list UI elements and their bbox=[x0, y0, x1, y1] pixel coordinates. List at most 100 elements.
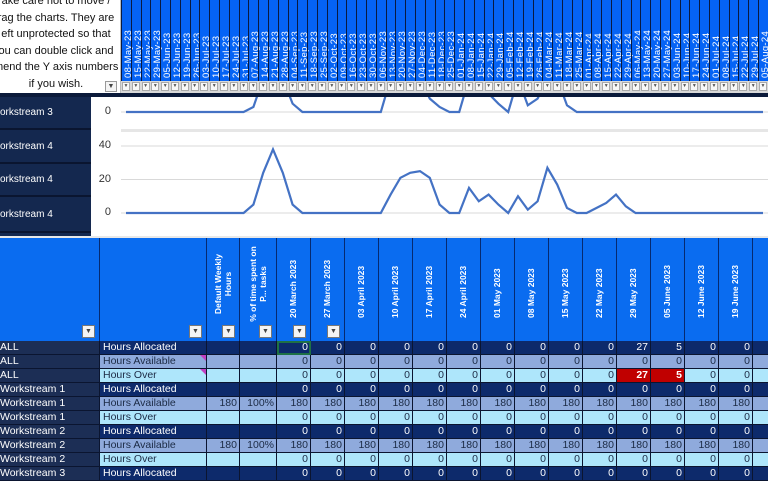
filter-dropdown-icon[interactable]: ▼ bbox=[259, 82, 267, 91]
cell-week-value[interactable]: 0 bbox=[447, 383, 481, 397]
cell-default-hours[interactable] bbox=[207, 341, 240, 355]
cell-percent-time[interactable] bbox=[240, 425, 277, 439]
cell-week-value[interactable] bbox=[753, 355, 768, 369]
cell-week-value[interactable] bbox=[753, 411, 768, 425]
cell-week-value[interactable]: 0 bbox=[685, 369, 719, 383]
filter-dropdown-icon[interactable]: ▼ bbox=[222, 325, 235, 338]
cell-week-value[interactable] bbox=[753, 369, 768, 383]
cell-week-value[interactable]: 0 bbox=[311, 341, 345, 355]
cell-metric[interactable]: Hours Allocated bbox=[100, 341, 207, 355]
filter-dropdown-icon[interactable]: ▼ bbox=[739, 82, 747, 91]
cell-week-value[interactable]: 0 bbox=[719, 453, 753, 467]
cell-week-value[interactable]: 0 bbox=[617, 453, 651, 467]
filter-dropdown-icon[interactable]: ▼ bbox=[455, 82, 463, 91]
cell-week-value[interactable]: 0 bbox=[311, 355, 345, 369]
filter-dropdown-icon[interactable]: ▼ bbox=[298, 82, 306, 91]
cell-week-value[interactable]: 0 bbox=[379, 425, 413, 439]
filter-dropdown-icon[interactable]: ▼ bbox=[690, 82, 698, 91]
filter-dropdown-icon[interactable]: ▼ bbox=[327, 325, 340, 338]
cell-metric[interactable]: Hours Over bbox=[100, 411, 207, 425]
filter-dropdown-icon[interactable]: ▼ bbox=[347, 82, 355, 91]
filter-dropdown-icon[interactable]: ▼ bbox=[308, 82, 316, 91]
filter-dropdown-icon[interactable]: ▼ bbox=[289, 82, 297, 91]
filter-dropdown-icon[interactable]: ▼ bbox=[494, 82, 502, 91]
cell-week-value[interactable]: 0 bbox=[345, 383, 379, 397]
cell-week-value[interactable]: 0 bbox=[549, 411, 583, 425]
cell-metric[interactable]: Hours Available bbox=[100, 439, 207, 453]
cell-week-value[interactable]: 0 bbox=[515, 355, 549, 369]
cell-week-value[interactable]: 180 bbox=[379, 439, 413, 453]
cell-default-hours[interactable] bbox=[207, 425, 240, 439]
filter-dropdown-icon[interactable]: ▼ bbox=[377, 82, 385, 91]
cell-week-value[interactable]: 0 bbox=[481, 411, 515, 425]
cell-percent-time[interactable] bbox=[240, 355, 277, 369]
cell-week-value[interactable]: 0 bbox=[277, 355, 311, 369]
filter-dropdown-icon[interactable]: ▼ bbox=[465, 82, 473, 91]
cell-week-value[interactable]: 0 bbox=[651, 453, 685, 467]
cell-week-value[interactable]: 180 bbox=[447, 439, 481, 453]
cell-week-value[interactable]: 0 bbox=[345, 453, 379, 467]
cell-week-value[interactable]: 0 bbox=[549, 369, 583, 383]
cell-week-value[interactable]: 180 bbox=[515, 439, 549, 453]
cell-week-value[interactable]: 0 bbox=[719, 369, 753, 383]
filter-dropdown-icon[interactable]: ▼ bbox=[240, 82, 248, 91]
cell-workstream[interactable]: Workstream 2 bbox=[0, 439, 100, 453]
cell-week-value[interactable]: 180 bbox=[413, 397, 447, 411]
filter-dropdown-icon[interactable]: ▼ bbox=[661, 82, 669, 91]
cell-workstream[interactable]: ALL bbox=[0, 341, 100, 355]
cell-week-value[interactable]: 180 bbox=[685, 439, 719, 453]
filter-dropdown-icon[interactable]: ▼ bbox=[592, 82, 600, 91]
filter-dropdown-icon[interactable]: ▼ bbox=[553, 82, 561, 91]
cell-percent-time[interactable]: 100% bbox=[240, 439, 277, 453]
filter-dropdown-icon[interactable]: ▼ bbox=[387, 82, 395, 91]
cell-week-value[interactable]: 0 bbox=[617, 467, 651, 481]
cell-metric[interactable]: Hours Allocated bbox=[100, 383, 207, 397]
cell-week-value[interactable]: 0 bbox=[515, 369, 549, 383]
cell-week-value[interactable]: 0 bbox=[277, 341, 311, 355]
cell-week-value[interactable]: 0 bbox=[685, 425, 719, 439]
cell-week-value[interactable]: 180 bbox=[617, 397, 651, 411]
filter-dropdown-icon[interactable]: ▼ bbox=[436, 82, 444, 91]
cell-percent-time[interactable] bbox=[240, 383, 277, 397]
cell-week-value[interactable]: 0 bbox=[583, 355, 617, 369]
cell-week-value[interactable]: 0 bbox=[583, 383, 617, 397]
cell-week-value[interactable]: 0 bbox=[515, 453, 549, 467]
cell-week-value[interactable]: 0 bbox=[345, 355, 379, 369]
filter-dropdown-icon[interactable]: ▼ bbox=[475, 82, 483, 91]
cell-week-value[interactable]: 0 bbox=[549, 467, 583, 481]
cell-metric[interactable]: Hours Allocated bbox=[100, 467, 207, 481]
cell-workstream[interactable]: Workstream 1 bbox=[0, 397, 100, 411]
filter-dropdown-icon[interactable]: ▼ bbox=[681, 82, 689, 91]
cell-week-value[interactable]: 180 bbox=[651, 439, 685, 453]
cell-week-value[interactable]: 0 bbox=[583, 411, 617, 425]
cell-week-value[interactable]: 0 bbox=[481, 341, 515, 355]
cell-week-value[interactable]: 0 bbox=[447, 411, 481, 425]
cell-week-value[interactable]: 0 bbox=[447, 369, 481, 383]
cell-default-hours[interactable] bbox=[207, 355, 240, 369]
cell-default-hours[interactable]: 180 bbox=[207, 439, 240, 453]
cell-metric[interactable]: Hours Allocated bbox=[100, 425, 207, 439]
cell-week-value[interactable]: 0 bbox=[277, 467, 311, 481]
cell-week-value[interactable]: 0 bbox=[651, 425, 685, 439]
cell-week-value[interactable]: 0 bbox=[413, 467, 447, 481]
cell-week-value[interactable]: 0 bbox=[345, 425, 379, 439]
cell-week-value[interactable]: 0 bbox=[583, 341, 617, 355]
filter-dropdown-icon[interactable]: ▼ bbox=[181, 82, 189, 91]
filter-dropdown-icon[interactable]: ▼ bbox=[82, 325, 95, 338]
cell-week-value[interactable]: 180 bbox=[685, 397, 719, 411]
cell-week-value[interactable]: 0 bbox=[481, 467, 515, 481]
filter-dropdown-icon[interactable]: ▼ bbox=[710, 82, 718, 91]
cell-week-value[interactable]: 0 bbox=[549, 341, 583, 355]
cell-week-value[interactable]: 0 bbox=[277, 425, 311, 439]
filter-dropdown-icon[interactable]: ▼ bbox=[269, 82, 277, 91]
cell-week-value[interactable]: 0 bbox=[685, 383, 719, 397]
filter-dropdown-icon[interactable]: ▼ bbox=[720, 82, 728, 91]
cell-week-value[interactable] bbox=[753, 341, 768, 355]
workstream-charts[interactable] bbox=[121, 97, 768, 236]
filter-dropdown-icon[interactable]: ▼ bbox=[230, 82, 238, 91]
cell-week-value[interactable]: 180 bbox=[447, 397, 481, 411]
filter-dropdown-icon[interactable]: ▼ bbox=[524, 82, 532, 91]
filter-dropdown-icon[interactable]: ▼ bbox=[445, 82, 453, 91]
cell-week-value[interactable]: 0 bbox=[719, 383, 753, 397]
cell-week-value[interactable]: 0 bbox=[413, 411, 447, 425]
